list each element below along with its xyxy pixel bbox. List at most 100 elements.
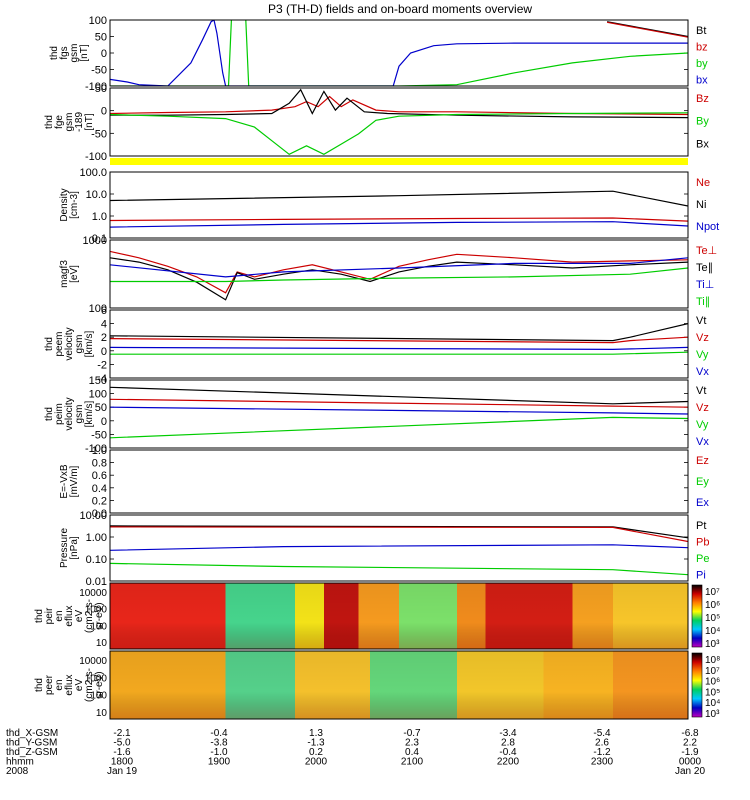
footer-value: -0.4 <box>499 747 517 758</box>
legend-label: Te∥ <box>696 262 713 274</box>
y-tick-label: 150 <box>89 375 107 387</box>
y-tick-label: 100 <box>89 389 107 401</box>
y-tick-label: 50 <box>95 32 107 44</box>
footer-value: -1.6 <box>113 747 131 758</box>
series-velocity_i-Vt <box>110 386 688 405</box>
colorbar-tick-label: 10⁸ <box>705 655 720 666</box>
footer-value: 2200 <box>497 757 520 768</box>
colorbar-tick-label: 10⁷ <box>705 666 720 677</box>
y-tick-label: 10000 <box>79 656 107 667</box>
y-axis-label: peim <box>54 403 65 425</box>
y-tick-label: 50 <box>95 402 107 414</box>
colorbar-tick-label: 10⁷ <box>705 587 720 598</box>
footer-value: -2.1 <box>113 728 131 739</box>
y-tick-label: 10 <box>96 708 108 719</box>
y-axis-label: gsm <box>64 113 75 132</box>
y-tick-label: 0.1 <box>92 233 107 245</box>
y-axis-label: velocity <box>64 397 75 430</box>
legend-label: Vx <box>696 436 709 448</box>
series-temp-Te∥ <box>110 257 688 301</box>
colorbar-tick-label: 10⁵ <box>705 687 720 698</box>
y-tick-label: 100.0 <box>79 167 107 179</box>
legend-label: By <box>696 116 709 128</box>
series-density-Ne <box>110 217 688 222</box>
series-velocity_e-Vx <box>110 346 688 351</box>
y-tick-label: 0.01 <box>86 576 107 588</box>
panel-frame <box>109 514 689 582</box>
y-axis-label: thd <box>44 337 55 351</box>
y-tick-label: 1.00 <box>86 532 107 544</box>
y-axis-label: thd <box>34 678 45 692</box>
legend-label: Bz <box>696 93 709 105</box>
series-density-Npot <box>110 221 688 228</box>
y-tick-label: 1000 <box>85 605 108 616</box>
footer-ephemeris: thd_X-GSM -2.1 -0.4 1.3 -0.7 -3.4 -5.4 -6.8 thd_… <box>6 728 705 777</box>
panel-frame <box>109 379 689 449</box>
panel-frame <box>109 449 689 514</box>
colorbar-tick-label: 10⁵ <box>705 613 720 624</box>
y-tick-label: -100 <box>85 443 107 455</box>
y-tick-label: 0.10 <box>86 554 107 566</box>
legend-label: Pt <box>696 520 706 532</box>
legend-label: by <box>696 58 708 70</box>
footer-value: 2000 <box>305 757 328 768</box>
legend-label: Bt <box>696 25 706 37</box>
footer-value: 0.2 <box>309 747 323 758</box>
footer-row-label: thd_Z-GSM <box>6 747 58 758</box>
y-tick-label: 6 <box>101 305 107 317</box>
y-tick-label: 0 <box>101 346 107 358</box>
panel-frame <box>109 19 689 87</box>
y-tick-label: 1.0 <box>92 445 107 457</box>
y-tick-label: 10.0 <box>86 189 107 201</box>
legend-label: Ex <box>696 497 709 509</box>
y-axis-label: velocity <box>64 327 75 360</box>
y-tick-label: 0.8 <box>92 458 107 470</box>
y-tick-label: -4 <box>97 373 107 385</box>
y-tick-label: 10000 <box>79 588 107 599</box>
footer-value: Jan 19 <box>107 766 137 777</box>
y-axis-label: fgs <box>59 46 70 59</box>
series-velocity_i-Vx <box>110 406 688 415</box>
series-fge-Bz <box>110 95 688 116</box>
y-tick-label: 1000 <box>85 673 108 684</box>
y-axis-label: magf3 <box>59 260 70 288</box>
footer-value: 2.3 <box>405 738 419 749</box>
panel-frame <box>109 87 689 157</box>
footer-value: -1.9 <box>681 747 699 758</box>
footer-value: 1.3 <box>309 728 323 739</box>
colorbar-tick-label: 10³ <box>705 709 720 720</box>
y-axis-label: eV <box>74 610 85 623</box>
footer-value: -1.3 <box>307 738 325 749</box>
y-axis-label: gsm <box>69 44 80 63</box>
legend-label: Vt <box>696 315 706 327</box>
y-axis-label: thd <box>34 609 45 623</box>
y-axis-label: en <box>54 610 65 621</box>
colorbar-tick-label: 10⁴ <box>705 626 720 637</box>
legend-label: Vz <box>696 402 709 414</box>
footer-row-label: thd_X-GSM <box>6 728 58 739</box>
panel-frame <box>109 309 689 379</box>
panel-fge: 50 0 -50 -100 Bz By Bx thd fge gsm -189 [nT] <box>44 83 709 163</box>
footer-value: -1.2 <box>593 747 611 758</box>
y-axis-label: thd <box>49 46 60 60</box>
legend-label: Bx <box>696 138 709 150</box>
y-tick-label: 0.6 <box>92 470 107 482</box>
y-axis-label: gsm <box>74 335 85 354</box>
y-axis-label: en <box>54 679 65 690</box>
colorbar-electron_spec <box>691 652 703 718</box>
footer-value: 2.6 <box>595 738 609 749</box>
colorbar-ion_spec <box>691 584 703 648</box>
legend-label: Vy <box>696 349 709 361</box>
footer-value: 1800 <box>111 757 134 768</box>
y-axis-label: [nT] <box>79 44 90 61</box>
y-axis-label: peir <box>44 607 55 624</box>
panel-efield: 1.00.80.60.40.20.0 Ez Ey Ex E=-VxB [mV/m] <box>59 445 709 520</box>
colorbar-tick-label: 10⁴ <box>705 698 720 709</box>
footer-row-label: thd_Y-GSM <box>6 738 57 749</box>
y-tick-label: 2 <box>101 332 107 344</box>
y-axis-label: -189 <box>74 112 85 132</box>
y-axis-label: [nT] <box>84 113 95 130</box>
footer-value: -5.0 <box>113 738 131 749</box>
panel-frame <box>109 582 689 650</box>
